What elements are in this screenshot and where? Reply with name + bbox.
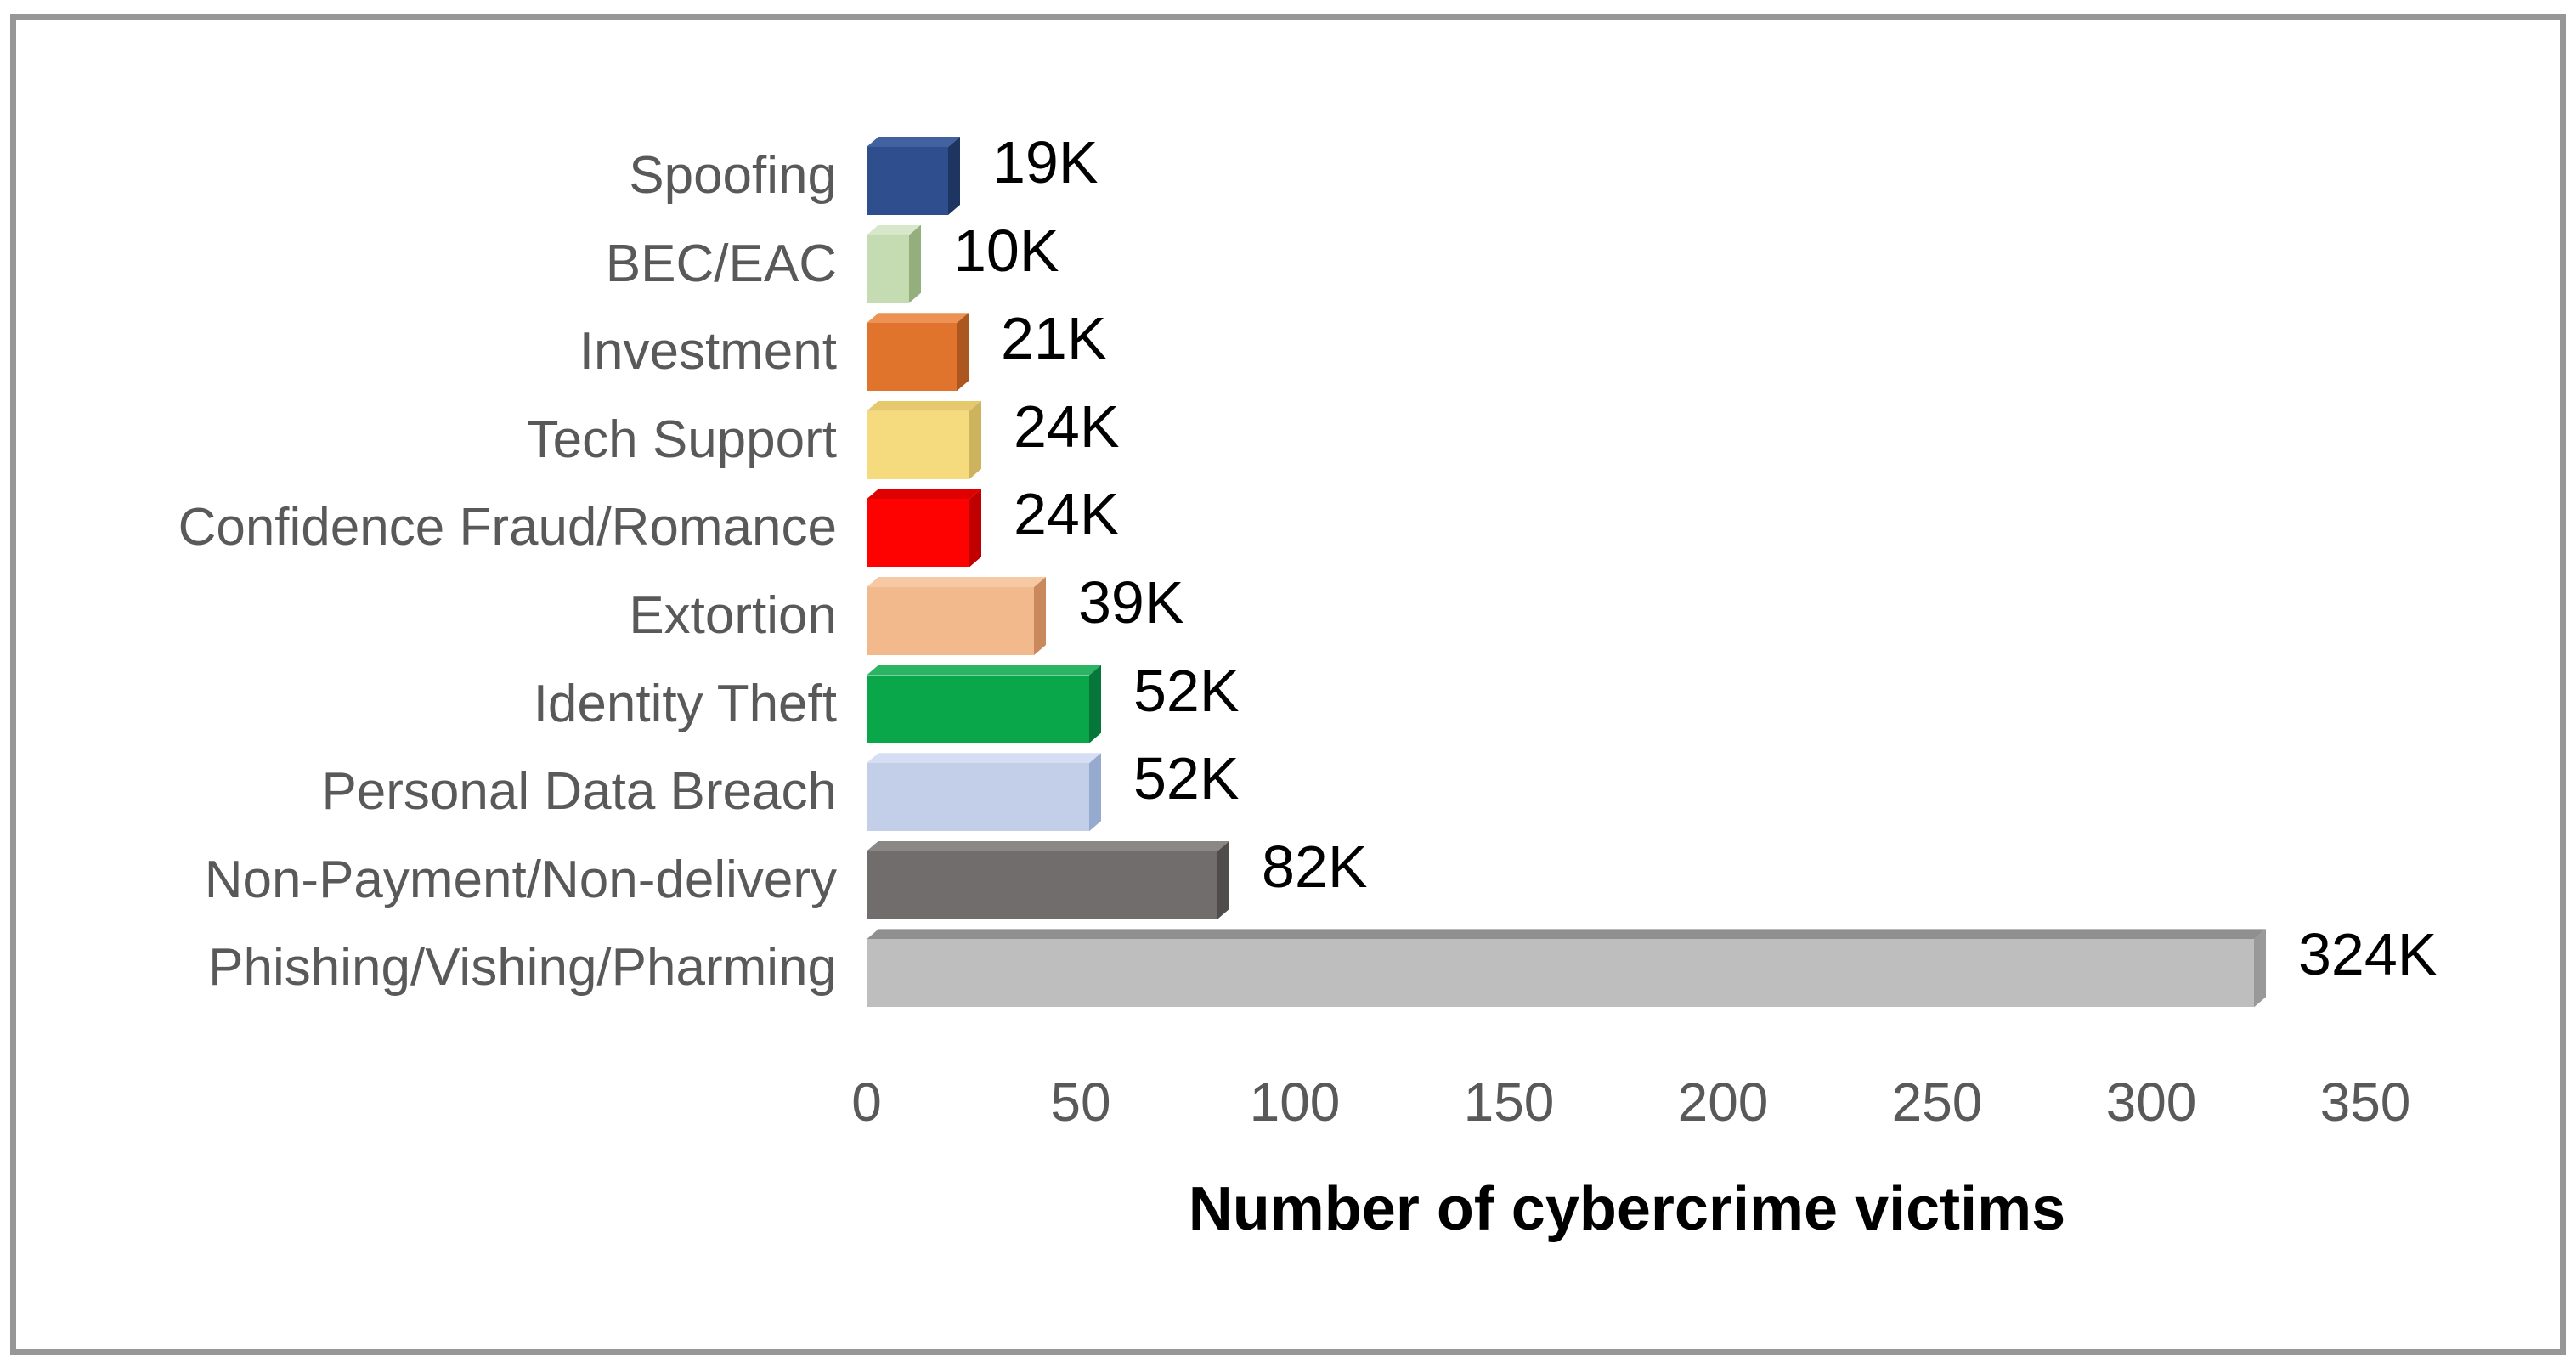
category-label: Spoofing [629,146,837,205]
bar [867,665,1101,743]
bar-value-label: 10K [953,217,1059,284]
bar [867,929,2266,1008]
bar-top-face [867,137,960,147]
category-label: Tech Support [526,410,837,469]
bar-value-label: 324K [2298,921,2438,988]
x-axis-tick-label: 250 [1891,1071,1983,1133]
bar-value-label: 24K [1014,481,1120,548]
x-axis-tick-label: 200 [1677,1071,1769,1133]
bar-front-face [867,323,957,392]
bar-top-face [867,929,2266,939]
bar-side-face [969,489,981,567]
category-label: Confidence Fraud/Romance [178,498,837,557]
bar-side-face [2254,929,2266,1007]
bar-front-face [867,235,909,303]
bar-value-label: 19K [992,129,1099,195]
x-axis-tick-label: 100 [1249,1071,1341,1133]
bar-front-face [867,675,1089,743]
bar-value-label: 52K [1133,745,1240,812]
bar-side-face [1089,665,1101,743]
bar-top-face [867,665,1101,676]
category-label: Identity Theft [533,674,837,733]
bar-value-label: 52K [1133,657,1240,724]
bar-side-face [1034,577,1046,655]
bar-top-face [867,225,921,235]
bar-side-face [957,313,969,391]
bar-side-face [1217,841,1229,919]
category-label: BEC/EAC [605,234,837,293]
bar-front-face [867,587,1034,655]
x-axis-tick-label: 300 [2105,1071,2197,1133]
bar-value-label: 39K [1078,569,1184,636]
x-axis-tick-label: 350 [2319,1071,2411,1133]
bar [867,225,921,303]
bar-side-face [969,401,981,479]
bar-value-label: 24K [1014,393,1120,460]
bar [867,137,960,215]
category-label: Extortion [629,586,837,645]
x-axis-tick-label: 50 [1050,1071,1111,1133]
bar-top-face [867,489,981,499]
x-axis-tick-label: 150 [1463,1071,1555,1133]
bar-side-face [1089,753,1101,831]
bar-front-face [867,939,2254,1008]
bar [867,489,981,568]
figure-frame [10,14,2566,1355]
bar-value-label: 82K [1262,833,1368,900]
bar-front-face [867,851,1217,919]
category-label: Investment [579,322,837,382]
bar-front-face [867,410,969,479]
bar-front-face [867,147,948,215]
category-label: Phishing/Vishing/Pharming [208,938,837,998]
bar-top-face [867,753,1101,763]
bar [867,753,1101,832]
category-label: Non-Payment/Non-delivery [204,850,837,909]
bar-top-face [867,313,969,323]
x-axis-tick-label: 0 [851,1071,882,1133]
bar-top-face [867,577,1046,587]
x-axis-title: Number of cybercrime victims [1188,1175,2066,1243]
bar-top-face [867,401,981,411]
bar-top-face [867,841,1229,851]
bar-value-label: 21K [1001,305,1107,372]
category-label: Personal Data Breach [321,762,837,822]
bar-front-face [867,499,969,568]
bar-side-face [909,225,921,303]
bar-front-face [867,763,1089,832]
bar [867,577,1046,655]
bar [867,313,969,392]
bar-side-face [948,137,960,215]
bar [867,841,1229,919]
bar [867,401,981,479]
